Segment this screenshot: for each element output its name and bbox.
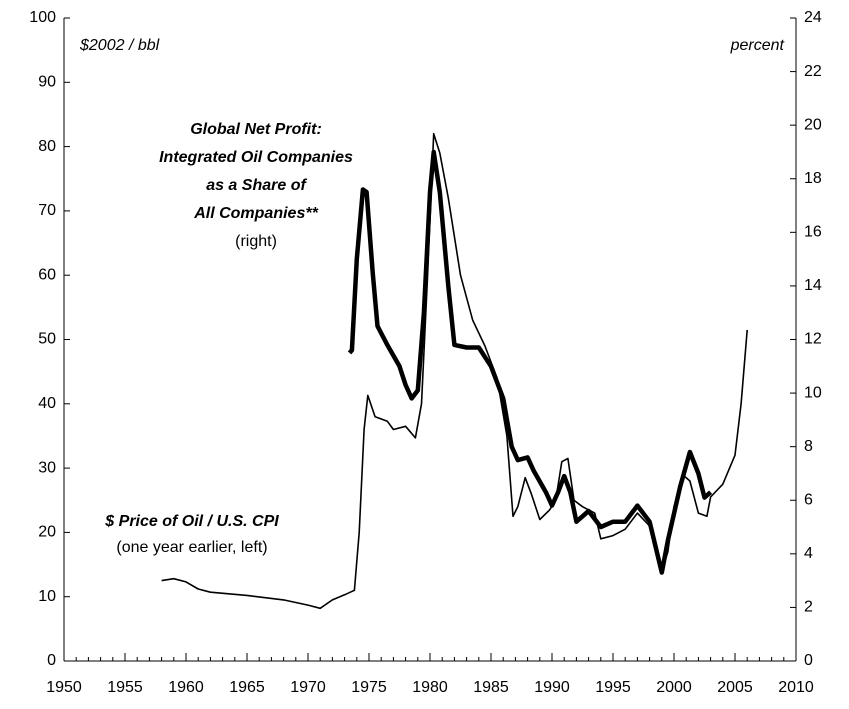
annotation: as a Share of xyxy=(206,177,307,194)
y-tick-label: 0 xyxy=(47,652,56,669)
annotation: $ Price of Oil / U.S. CPI xyxy=(104,513,279,530)
x-tick-label: 1985 xyxy=(473,679,509,696)
annotation: (right) xyxy=(235,233,277,250)
annotation: Global Net Profit: xyxy=(190,121,322,138)
y2-tick-label: 0 xyxy=(804,652,813,669)
x-tick-label: 1950 xyxy=(46,679,82,696)
annotation: Integrated Oil Companies xyxy=(159,149,353,166)
x-tick-label: 1980 xyxy=(412,679,448,696)
y2-tick-label: 14 xyxy=(804,277,822,294)
x-tick-label: 1975 xyxy=(351,679,387,696)
annotation: $2002 / bbl xyxy=(79,37,160,54)
y-tick-label: 70 xyxy=(38,202,56,219)
x-tick-label: 1955 xyxy=(107,679,143,696)
y-tick-label: 10 xyxy=(38,588,56,605)
y-tick-label: 100 xyxy=(29,9,56,26)
y-tick-label: 50 xyxy=(38,331,56,348)
y2-tick-label: 18 xyxy=(804,170,822,187)
annotation: All Companies** xyxy=(193,205,318,222)
y-tick-label: 20 xyxy=(38,524,56,541)
x-tick-label: 1995 xyxy=(595,679,631,696)
series-line xyxy=(347,149,713,575)
annotation: percent xyxy=(730,37,785,54)
y-tick-label: 60 xyxy=(38,266,56,283)
y2-tick-label: 22 xyxy=(804,63,822,80)
y2-tick-label: 4 xyxy=(804,545,813,562)
y2-tick-label: 24 xyxy=(804,9,822,26)
y2-tick-label: 10 xyxy=(804,384,822,401)
x-tick-label: 1960 xyxy=(168,679,204,696)
y2-tick-label: 6 xyxy=(804,491,813,508)
y-tick-label: 30 xyxy=(38,459,56,476)
x-tick-label: 1990 xyxy=(534,679,570,696)
y2-tick-label: 12 xyxy=(804,331,822,348)
annotation: (one year earlier, left) xyxy=(116,539,267,556)
x-tick-label: 2010 xyxy=(778,679,814,696)
x-tick-label: 2005 xyxy=(717,679,753,696)
y2-tick-label: 20 xyxy=(804,116,822,133)
y2-tick-label: 2 xyxy=(804,599,813,616)
y2-tick-label: 16 xyxy=(804,224,822,241)
y2-tick-label: 8 xyxy=(804,438,813,455)
y-tick-label: 40 xyxy=(38,395,56,412)
y-tick-label: 90 xyxy=(38,74,56,91)
x-tick-label: 2000 xyxy=(656,679,692,696)
y-tick-label: 80 xyxy=(38,138,56,155)
x-tick-label: 1965 xyxy=(229,679,265,696)
x-tick-label: 1970 xyxy=(290,679,326,696)
